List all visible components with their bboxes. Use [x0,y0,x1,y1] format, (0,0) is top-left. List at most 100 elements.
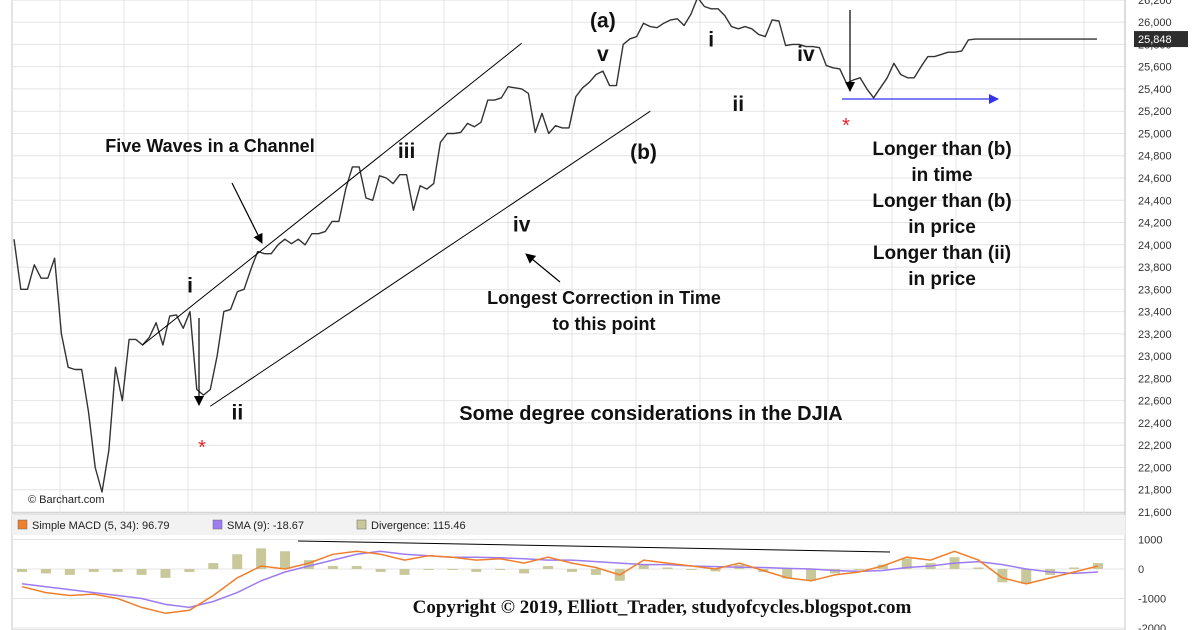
y-tick-label: 22,000 [1138,462,1172,474]
divergence-bar [662,567,673,569]
divergence-bar [184,569,195,572]
divergence-bar [1069,567,1080,569]
macd-y-tick-label: 0 [1138,564,1144,576]
annotation-text: Longer than (b) [872,191,1011,212]
y-tick-label: 25,000 [1138,128,1172,140]
y-tick-label: 23,200 [1138,329,1172,341]
divergence-bar [519,569,530,574]
annotation-text: in price [908,269,976,290]
macd-y-tick-label: 1000 [1138,535,1162,547]
divergence-bar [447,569,458,570]
wave-label: ii [732,93,744,116]
chart-title: Some degree considerations in the DJIA [459,403,842,425]
divergence-bar [806,569,817,581]
annotation-text: Longest Correction in Time [487,288,721,308]
divergence-bar [901,558,912,569]
macd-legend-bar [12,515,1125,535]
divergence-bar [543,566,554,569]
macd-y-tick-label: -2000 [1138,623,1166,630]
last-price-label: 25,848 [1138,34,1172,46]
divergence-bar [423,569,434,570]
y-tick-label: 24,600 [1138,173,1172,185]
arrow-longest-correction [525,253,561,283]
y-tick-label: 22,200 [1138,440,1172,452]
divergence-bar [566,569,577,572]
y-tick-label: 25,400 [1138,84,1172,96]
wave-label: i [187,275,193,298]
y-tick-label: 23,000 [1138,351,1172,363]
y-tick-label: 24,400 [1138,195,1172,207]
channel-upper [142,42,522,346]
price-line [13,0,1097,493]
y-tick-label: 24,200 [1138,218,1172,230]
annotation-text: in time [911,165,972,186]
divergence-bar [686,569,697,570]
annotation-text: Five Waves in a Channel [105,136,314,156]
divergence-bar [208,563,219,569]
legend-swatch [17,519,28,530]
wave-label: iii [736,0,754,3]
divergence-bar [351,566,362,569]
divergence-bar [782,569,793,579]
last-price-tag [1134,31,1188,48]
divergence-bar [40,569,51,574]
y-tick-label: 26,000 [1138,17,1172,29]
divergence-bar [853,569,864,570]
wave-label: v [597,43,609,66]
legend-swatch [356,519,367,530]
wave-label: (a) [590,10,616,33]
y-tick-label: 25,200 [1138,106,1172,118]
legend-label: SMA (9): -18.67 [227,520,304,532]
wave-label: i [708,29,714,52]
y-tick-label: 22,600 [1138,396,1172,408]
y-tick-label: 23,600 [1138,284,1172,296]
divergence-bar [471,569,482,572]
divergence-bar [495,569,506,570]
divergence-bar [375,569,386,572]
divergence-bar [303,560,314,569]
divergence-bar [256,548,267,569]
y-tick-label: 22,800 [1138,373,1172,385]
y-tick-label: 25,600 [1138,62,1172,74]
y-tick-label: 24,800 [1138,151,1172,163]
macd-panel: 1000 0 -1000 -2000 Simple MACD (5, 34): 96.7… [11,514,1166,630]
divergence-bar [973,567,984,569]
annotation-text: Longer than (ii) [873,243,1011,264]
divergence-bar [399,569,410,575]
wave-label: iv [513,213,531,236]
channel-lower [210,110,651,407]
divergence-bar [877,564,888,569]
y-tick-label: 21,600 [1138,507,1172,519]
divergence-bar [232,554,243,569]
y-tick-label: 23,800 [1138,262,1172,274]
y-tick-label: 23,400 [1138,307,1172,319]
divergence-bar [638,564,649,569]
legend-label: Divergence: 115.46 [371,520,466,532]
marker-asterisk: * [842,115,850,137]
divergence-bar [136,569,147,575]
macd-line [21,550,1099,615]
divergence-bar [997,569,1008,583]
y-tick-label: 22,400 [1138,418,1172,430]
divergence-bar [17,569,27,572]
legend-label: Simple MACD (5, 34): 96.79 [32,520,170,532]
divergence-bar [280,551,291,569]
wave-label: iv [797,43,815,66]
annotation-text: in price [908,217,976,238]
plot-area [11,0,1126,514]
macd-y-tick-label: -1000 [1138,594,1166,606]
copyright-text: Copyright © 2019, Elliott_Trader, studyo… [413,597,912,618]
marker-asterisk: * [198,437,206,459]
wave-label: (b) [630,141,657,164]
y-tick-label: 26,200 [1138,0,1172,7]
annotation-text: Longer than (b) [872,139,1011,160]
divergence-bar [710,569,721,572]
divergence-bar [88,569,99,572]
divergence-bar [1021,569,1032,584]
divergence-bar [327,566,338,569]
y-tick-label: 21,800 [1138,485,1172,497]
arrow-five-waves [231,182,263,244]
wave-label: iii [398,140,416,163]
divergence-bar [112,569,123,572]
annotation-text: to this point [553,314,656,334]
